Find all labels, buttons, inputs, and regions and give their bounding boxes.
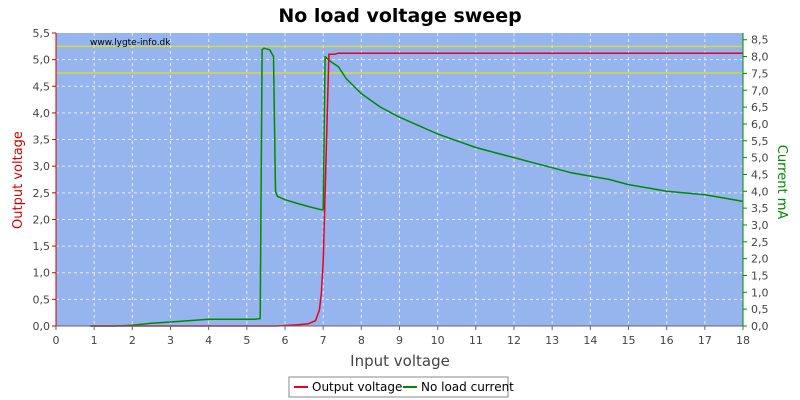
tick-label-x: 0	[53, 334, 60, 347]
tick-label-right: 6,5	[751, 101, 769, 114]
legend-label-no-load-current: No load current	[421, 380, 514, 394]
tick-label-x: 17	[698, 334, 712, 347]
tick-label-x: 12	[507, 334, 521, 347]
legend-box	[288, 376, 509, 398]
tick-label-x: 16	[660, 334, 674, 347]
left-axis-title: Output voltage	[11, 131, 26, 229]
legend-label-output-voltage: Output voltage	[312, 380, 402, 394]
tick-label-right: 1,5	[751, 269, 769, 282]
tick-label-left: 1,5	[33, 240, 51, 253]
tick-label-x: 1	[91, 334, 98, 347]
chart-title: No load voltage sweep	[278, 5, 521, 27]
x-axis-ticks: 0 1 2 3 4 5 6 7 8 9 10 11 12 13 14 15 16 17 18	[53, 326, 750, 347]
tick-label-right: 7,5	[751, 67, 769, 80]
tick-label-x: 10	[431, 334, 445, 347]
tick-label-left: 3,0	[33, 160, 51, 173]
tick-label-left: 4,5	[33, 80, 51, 93]
tick-label-x: 18	[736, 334, 750, 347]
tick-label-left: 2,5	[33, 187, 51, 200]
tick-label-left: 5,0	[33, 54, 51, 67]
tick-label-right: 7,0	[751, 84, 769, 97]
tick-label-right: 1,0	[751, 286, 769, 299]
right-axis-title: Current mA	[774, 145, 789, 220]
tick-label-x: 4	[205, 334, 212, 347]
tick-label-right: 0,5	[751, 303, 769, 316]
x-axis-title: Input voltage	[350, 352, 450, 370]
right-axis-ticks: 0,0 0,5 1,0 1,5 2,0 2,5 3,0 3,5 4,0 4,5 5,0 5,5 6,0 6…	[743, 34, 769, 333]
watermark: www.lygte-info.dk	[90, 38, 171, 48]
tick-label-right: 4,0	[751, 185, 769, 198]
tick-label-x: 15	[622, 334, 636, 347]
left-axis-ticks: 0,0 0,5 1,0 1,5 2,0 2,5 3,0 3,5 4,0 4,5 5,0 5,5	[33, 27, 56, 333]
tick-label-x: 3	[167, 334, 174, 347]
tick-label-x: 7	[320, 334, 327, 347]
tick-label-right: 4,5	[751, 168, 769, 181]
tick-label-right: 0,0	[751, 320, 769, 333]
tick-label-x: 5	[243, 334, 250, 347]
tick-label-left: 2,0	[33, 213, 51, 226]
tick-label-right: 6,0	[751, 118, 769, 131]
tick-label-x: 2	[129, 334, 136, 347]
tick-label-x: 11	[469, 334, 483, 347]
legend: Output voltage No load current	[288, 376, 514, 398]
reference-lines	[56, 45, 743, 74]
tick-label-right: 2,5	[751, 236, 769, 249]
tick-label-right: 3,0	[751, 219, 769, 232]
tick-label-right: 2,0	[751, 253, 769, 266]
tick-label-right: 8,0	[751, 51, 769, 64]
tick-label-right: 8,5	[751, 34, 769, 47]
tick-label-x: 9	[396, 334, 403, 347]
tick-label-x: 8	[358, 334, 365, 347]
tick-label-right: 5,5	[751, 135, 769, 148]
tick-label-left: 0,5	[33, 293, 51, 306]
tick-label-x: 6	[282, 334, 289, 347]
tick-label-left: 5,5	[33, 27, 51, 40]
gridlines	[56, 33, 743, 326]
tick-label-left: 0,0	[33, 320, 51, 333]
tick-label-left: 4,0	[33, 107, 51, 120]
tick-label-right: 5,0	[751, 152, 769, 165]
tick-label-left: 3,5	[33, 134, 51, 147]
tick-label-right: 3,5	[751, 202, 769, 215]
tick-label-left: 1,0	[33, 267, 51, 280]
tick-label-x: 13	[545, 334, 559, 347]
tick-label-x: 14	[583, 334, 597, 347]
